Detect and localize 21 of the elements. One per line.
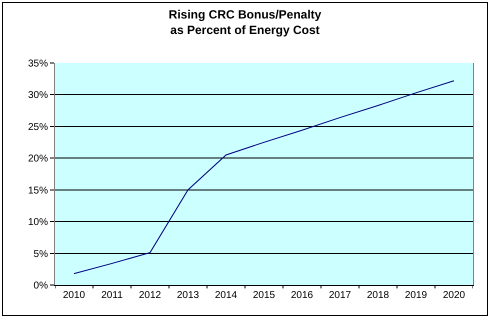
x-tick-label: 2015 <box>252 290 276 301</box>
x-tick-label: 2020 <box>442 290 466 301</box>
x-tick-label: 2011 <box>101 290 124 301</box>
y-tick-label: 30% <box>28 90 48 102</box>
y-tick-label: 25% <box>28 122 48 133</box>
chart-title: Rising CRC Bonus/Penalty as Percent of Energy Cost <box>168 8 322 38</box>
y-tick-label: 20% <box>28 154 48 165</box>
x-tick-label: 2019 <box>404 290 428 301</box>
y-tick-label: 35% <box>28 58 48 70</box>
y-tick-label: 15% <box>28 185 48 196</box>
x-tick-label: 2012 <box>138 290 162 301</box>
y-tick-label: 5% <box>34 248 48 260</box>
x-tick-label: 2014 <box>214 290 238 301</box>
x-tick-label: 2018 <box>366 290 390 301</box>
line-series <box>74 80 454 274</box>
x-tick-label: 2010 <box>62 290 86 301</box>
x-tick-label: 2017 <box>328 290 352 301</box>
y-tick-label: 10% <box>28 217 48 228</box>
y-tick-label: 0% <box>34 280 48 292</box>
x-tick-label: 2016 <box>290 290 314 301</box>
x-tick-label: 2013 <box>176 290 200 301</box>
